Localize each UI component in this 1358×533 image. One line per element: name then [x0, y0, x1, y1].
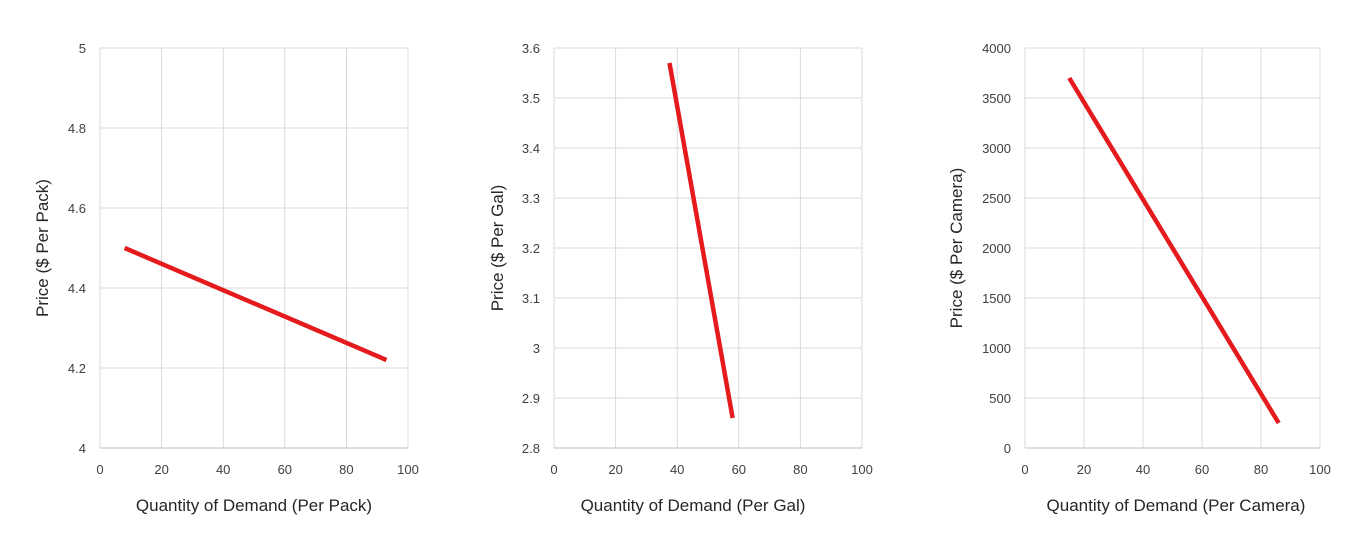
y-tick-label: 2.9	[522, 391, 540, 406]
y-tick-label: 1500	[982, 291, 1011, 306]
x-tick-label: 80	[1254, 462, 1268, 477]
x-tick-label: 0	[1021, 462, 1028, 477]
y-tick-label: 4.2	[68, 361, 86, 376]
y-tick-label: 5	[79, 41, 86, 56]
y-axis-title: Price ($ Per Camera)	[947, 168, 966, 329]
x-tick-label: 60	[1195, 462, 1209, 477]
x-axis-title: Quantity of Demand (Per Camera)	[1047, 496, 1306, 515]
y-tick-label: 3.5	[522, 91, 540, 106]
x-axis-title: Quantity of Demand (Per Gal)	[581, 496, 806, 515]
y-tick-label: 3.1	[522, 291, 540, 306]
y-tick-label: 0	[1004, 441, 1011, 456]
y-tick-label: 500	[989, 391, 1011, 406]
y-tick-label: 3.2	[522, 241, 540, 256]
x-tick-label: 80	[339, 462, 353, 477]
demand-curve	[667, 62, 735, 419]
y-tick-label: 2000	[982, 241, 1011, 256]
y-tick-label: 3500	[982, 91, 1011, 106]
x-tick-label: 20	[1077, 462, 1091, 477]
x-tick-label: 80	[793, 462, 807, 477]
x-tick-label: 100	[397, 462, 419, 477]
y-axis-title: Price ($ Per Pack)	[33, 179, 52, 317]
x-tick-label: 20	[608, 462, 622, 477]
y-tick-label: 4.6	[68, 201, 86, 216]
y-tick-label: 2500	[982, 191, 1011, 206]
y-tick-label: 4000	[982, 41, 1011, 56]
x-tick-label: 20	[154, 462, 168, 477]
y-tick-label: 3.4	[522, 141, 540, 156]
x-axis-title: Quantity of Demand (Per Pack)	[136, 496, 372, 515]
y-tick-label: 2.8	[522, 441, 540, 456]
x-tick-label: 40	[216, 462, 230, 477]
x-tick-label: 60	[278, 462, 292, 477]
y-tick-label: 3	[533, 341, 540, 356]
y-tick-label: 4.8	[68, 121, 86, 136]
y-tick-label: 1000	[982, 341, 1011, 356]
demand-curve	[1067, 76, 1281, 425]
x-tick-label: 0	[96, 462, 103, 477]
y-tick-label: 4.4	[68, 281, 86, 296]
x-tick-label: 40	[670, 462, 684, 477]
x-tick-label: 40	[1136, 462, 1150, 477]
y-axis-title: Price ($ Per Gal)	[488, 185, 507, 312]
x-tick-label: 0	[550, 462, 557, 477]
x-tick-label: 60	[732, 462, 746, 477]
y-tick-label: 4	[79, 441, 86, 456]
y-tick-label: 3.3	[522, 191, 540, 206]
x-tick-label: 100	[851, 462, 873, 477]
y-tick-label: 3000	[982, 141, 1011, 156]
demand-curve	[123, 245, 388, 363]
x-tick-label: 100	[1309, 462, 1331, 477]
y-tick-label: 3.6	[522, 41, 540, 56]
